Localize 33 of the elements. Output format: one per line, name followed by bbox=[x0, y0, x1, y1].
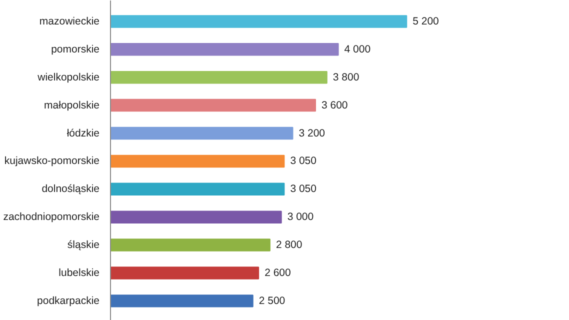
y-tick-label: małopolskie bbox=[44, 99, 100, 112]
y-tick-label: pomorskie bbox=[51, 43, 100, 56]
bar bbox=[110, 294, 254, 308]
y-tick-label: mazowieckie bbox=[39, 15, 100, 28]
data-label: 4 000 bbox=[344, 43, 371, 56]
data-label: 2 500 bbox=[258, 294, 286, 307]
bar bbox=[110, 126, 294, 140]
y-tick-label: lubelskie bbox=[58, 266, 100, 279]
data-label: 3 800 bbox=[332, 71, 360, 84]
bar bbox=[110, 210, 282, 224]
data-label: 3 050 bbox=[290, 183, 317, 196]
data-label: 3 600 bbox=[322, 99, 348, 112]
data-label: 2 800 bbox=[276, 239, 302, 252]
data-label: 2 600 bbox=[264, 266, 291, 279]
bar bbox=[110, 266, 260, 280]
y-tick-label: wielkopolskie bbox=[36, 71, 100, 84]
bar bbox=[110, 238, 270, 252]
y-tick-label: dolnośląskie bbox=[42, 183, 100, 196]
data-label: 5 200 bbox=[412, 15, 440, 28]
bar bbox=[110, 15, 408, 28]
y-tick-label: łódzkie bbox=[66, 127, 100, 140]
bar bbox=[110, 154, 285, 168]
data-label: 3 000 bbox=[287, 211, 314, 224]
bar bbox=[110, 182, 285, 196]
bar bbox=[110, 70, 328, 84]
bar bbox=[110, 43, 339, 56]
y-tick-label: podkarpackie bbox=[37, 294, 100, 307]
data-label: 3 200 bbox=[298, 127, 326, 140]
data-label: 3 050 bbox=[290, 155, 317, 168]
bar bbox=[110, 98, 316, 112]
y-tick-label: kujawsko-pomorskie bbox=[4, 155, 100, 168]
y-tick-label: śląskie bbox=[67, 239, 100, 252]
y-tick-label: zachodniopomorskie bbox=[3, 211, 100, 224]
